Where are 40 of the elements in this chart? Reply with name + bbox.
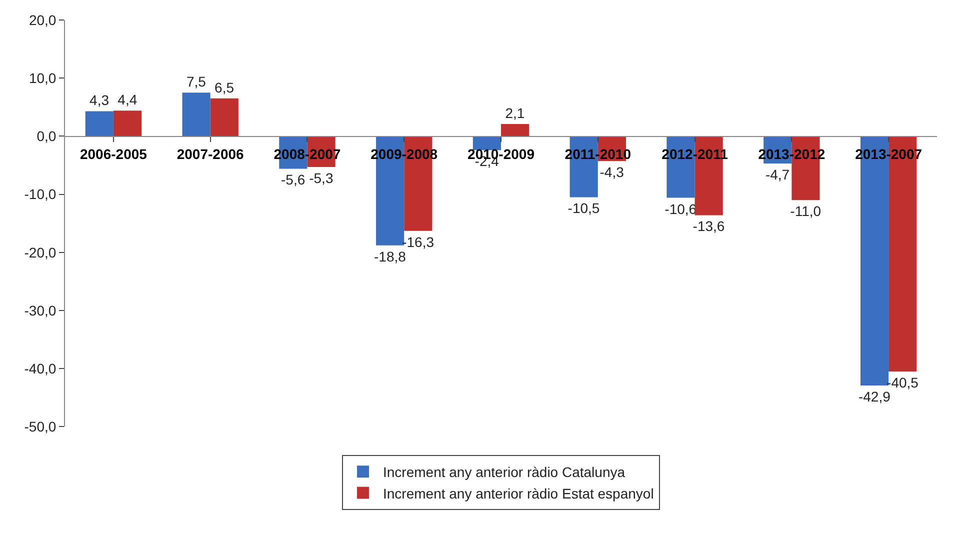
legend-label: Increment any anterior ràdio Catalunya — [383, 464, 626, 480]
y-tick-label: 10,0 — [28, 70, 56, 86]
data-label: -13,6 — [692, 218, 725, 234]
x-tick-label: 2011-2010 — [564, 146, 632, 162]
data-label: -4,3 — [600, 164, 624, 180]
data-label: -10,6 — [664, 200, 697, 217]
legend-label: Increment any anterior ràdio Estat espanyol — [383, 485, 654, 502]
bar — [85, 111, 114, 136]
data-label: 4,3 — [90, 92, 110, 108]
data-label: -18,8 — [374, 248, 406, 264]
data-label: -5,6 — [281, 172, 306, 188]
data-label: 2,1 — [505, 105, 525, 121]
y-tick-label: 0,0 — [36, 128, 56, 144]
y-tick-label: -10,0 — [24, 186, 56, 202]
bar — [210, 98, 238, 136]
data-label: -40,5 — [886, 374, 919, 391]
bar — [472, 136, 501, 150]
data-label: 6,5 — [214, 79, 234, 96]
data-label: -4,7 — [765, 166, 790, 183]
y-tick-label: -20,0 — [24, 244, 56, 260]
data-label: 4,4 — [118, 92, 138, 108]
data-label: -10,5 — [568, 200, 600, 216]
x-tick-label: 2007-2006 — [176, 146, 244, 162]
y-tick-label: 20,0 — [28, 12, 56, 28]
data-label: -42,9 — [858, 388, 891, 404]
bar — [182, 92, 210, 136]
bar — [113, 110, 142, 136]
y-tick-label: -50,0 — [24, 418, 56, 435]
x-tick-label: 2013-2007 — [855, 146, 922, 162]
data-label: -5,3 — [309, 170, 334, 186]
y-tick-label: -30,0 — [24, 302, 56, 318]
x-tick-label: 2012-2011 — [662, 146, 728, 162]
x-tick-label: 2008-2007 — [274, 146, 341, 162]
y-tick-label: -40,0 — [24, 360, 56, 376]
data-label: 7,5 — [186, 74, 206, 90]
x-tick-label: 2006-2005 — [80, 146, 148, 162]
x-tick-label: 2009-2008 — [370, 146, 438, 162]
data-label: -11,0 — [790, 203, 822, 220]
x-tick-label: 2013-2012 — [758, 146, 826, 162]
bar — [501, 124, 530, 136]
